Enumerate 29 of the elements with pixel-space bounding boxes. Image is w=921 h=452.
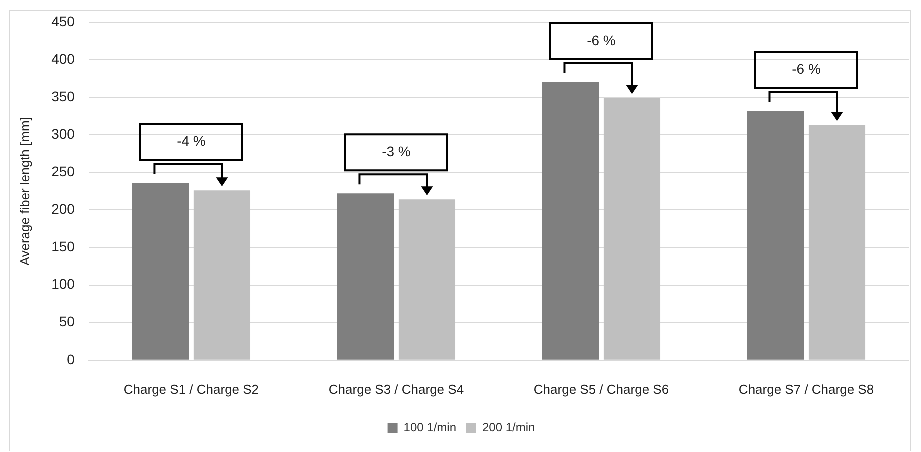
y-tick-label: 200 bbox=[52, 201, 76, 218]
bar bbox=[132, 183, 190, 360]
annotation: -6 % bbox=[587, 32, 616, 48]
y-tick-label: 150 bbox=[52, 238, 76, 255]
x-tick-label: Charge S5 / Charge S6 bbox=[534, 382, 670, 397]
y-tick-label: 50 bbox=[59, 314, 76, 330]
y-tick-label: 250 bbox=[52, 163, 76, 180]
x-tick-label: Charge S7 / Charge S8 bbox=[738, 382, 874, 397]
y-axis-title: Average fiber length [mm] bbox=[17, 117, 32, 266]
y-tick-label: 350 bbox=[52, 88, 76, 104]
bar bbox=[337, 194, 394, 360]
bar bbox=[542, 82, 600, 360]
legend-label: 200 1/min bbox=[482, 420, 536, 434]
annotation: -6 % bbox=[792, 60, 821, 77]
bar bbox=[604, 98, 661, 360]
y-tick-label: 400 bbox=[52, 50, 76, 67]
annotation: -3 % bbox=[382, 144, 411, 160]
x-tick-label: Charge S1 / Charge S2 bbox=[124, 382, 260, 397]
bar bbox=[194, 190, 251, 360]
bar bbox=[398, 200, 456, 360]
y-tick-label: 0 bbox=[67, 351, 76, 368]
y-tick-label: 300 bbox=[52, 126, 76, 142]
x-tick-label: Charge S3 / Charge S4 bbox=[328, 382, 464, 397]
y-tick-label: 450 bbox=[52, 13, 76, 30]
bar bbox=[808, 125, 866, 360]
y-tick-label: 100 bbox=[52, 276, 76, 292]
bar bbox=[747, 111, 804, 360]
annotation: -4 % bbox=[177, 132, 206, 149]
legend-label: 100 1/min bbox=[404, 420, 457, 434]
